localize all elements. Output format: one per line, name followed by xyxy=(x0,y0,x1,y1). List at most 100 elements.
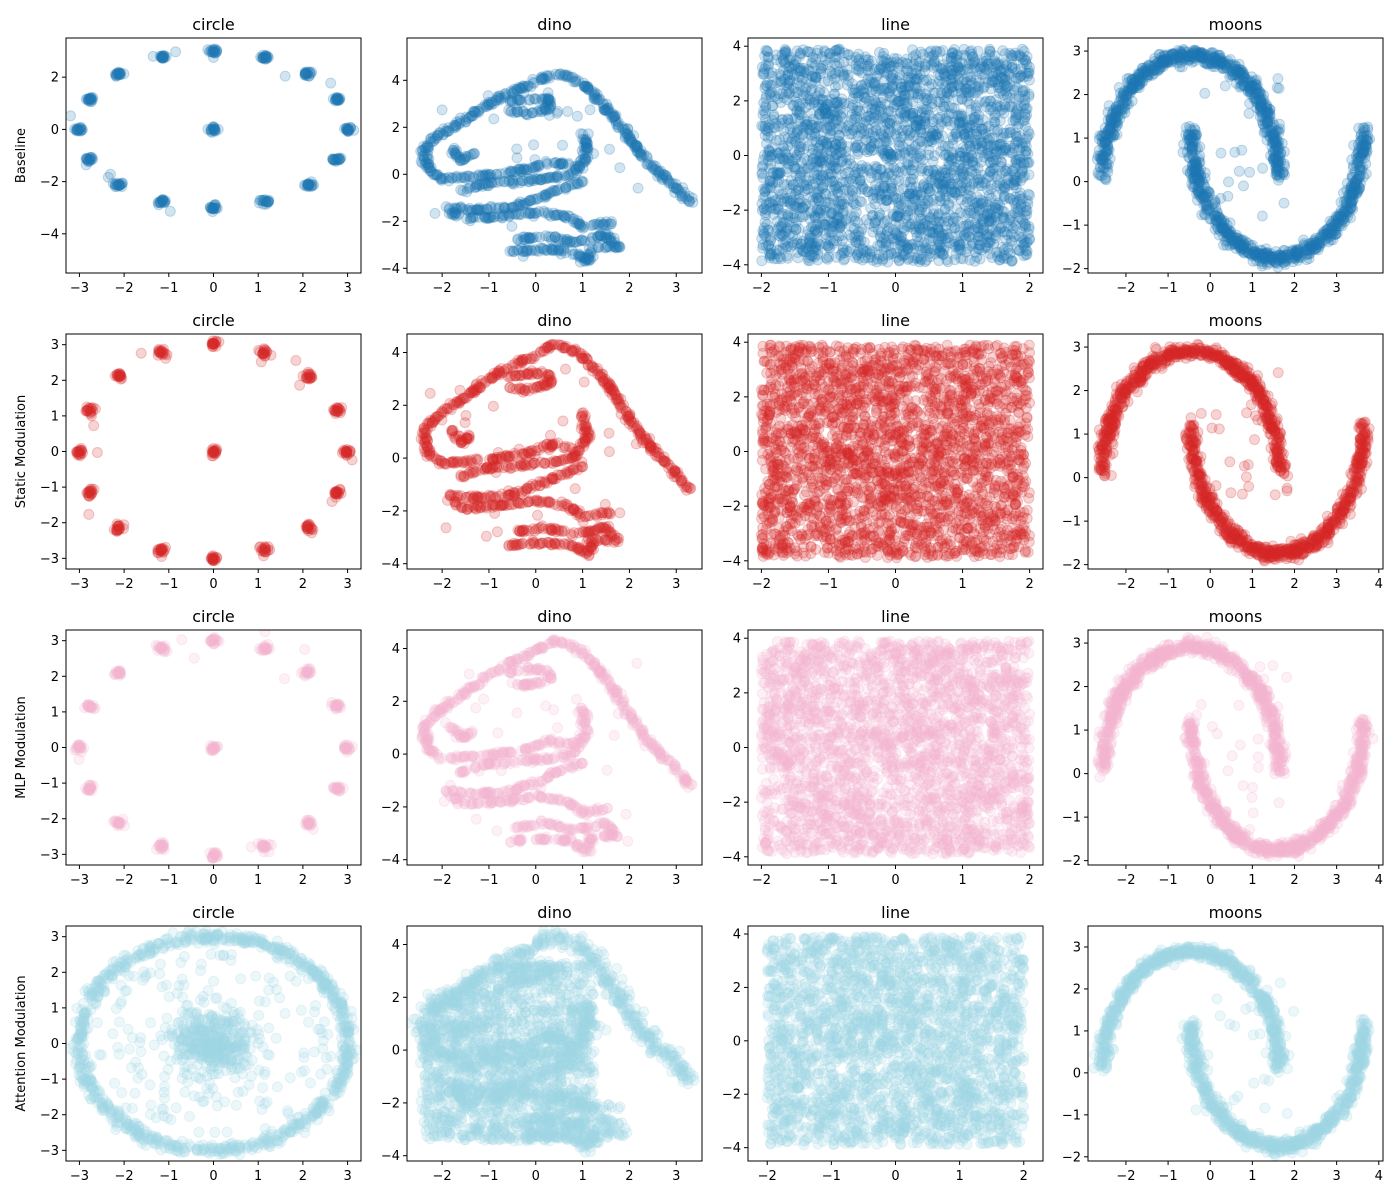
data-point xyxy=(563,180,574,192)
data-point xyxy=(650,160,662,172)
data-point xyxy=(208,203,220,215)
data-point xyxy=(581,142,593,154)
data-point xyxy=(515,94,527,106)
data-point xyxy=(422,149,433,161)
data-point xyxy=(605,235,617,247)
data-point xyxy=(513,94,525,106)
data-point xyxy=(928,125,940,137)
data-point xyxy=(1022,125,1034,137)
data-point xyxy=(570,163,582,175)
data-point xyxy=(447,145,459,156)
data-point xyxy=(838,98,850,109)
data-point xyxy=(526,173,537,185)
data-point xyxy=(584,254,596,266)
data-point xyxy=(491,168,503,180)
data-point xyxy=(638,149,650,161)
x-tick-label: −2 xyxy=(115,281,134,296)
data-point xyxy=(916,102,928,114)
data-point xyxy=(451,116,463,128)
data-point xyxy=(581,147,593,159)
data-point xyxy=(572,161,584,173)
data-point xyxy=(624,135,636,147)
data-point xyxy=(757,225,769,237)
data-point xyxy=(922,168,933,180)
data-point xyxy=(927,50,938,62)
data-point xyxy=(860,51,872,63)
data-point xyxy=(857,166,869,178)
data-point xyxy=(518,175,530,187)
data-point xyxy=(552,245,564,257)
data-point xyxy=(541,104,553,116)
data-point xyxy=(837,153,848,165)
data-point xyxy=(422,153,433,165)
data-point xyxy=(967,63,979,75)
data-point xyxy=(447,209,459,221)
data-point xyxy=(576,235,588,247)
data-point xyxy=(943,150,955,162)
data-point xyxy=(587,251,599,263)
data-point xyxy=(110,69,122,80)
data-point xyxy=(515,165,527,177)
y-tick-label: 0 xyxy=(733,149,741,164)
data-point xyxy=(115,178,127,190)
data-point xyxy=(458,172,470,184)
data-point xyxy=(474,179,486,191)
data-point xyxy=(331,94,343,106)
data-point xyxy=(518,199,530,211)
data-point xyxy=(474,205,486,216)
data-point xyxy=(540,173,552,185)
data-point xyxy=(513,81,525,93)
data-point xyxy=(329,154,341,166)
data-point xyxy=(552,233,564,245)
row-label-baseline: Baseline xyxy=(14,128,29,183)
data-point xyxy=(562,170,574,182)
data-point xyxy=(887,193,899,205)
data-point xyxy=(574,156,586,167)
data-point xyxy=(503,210,515,222)
data-point xyxy=(910,54,922,66)
data-point xyxy=(561,70,573,82)
data-point xyxy=(308,179,320,191)
data-point xyxy=(570,164,582,175)
data-point xyxy=(1122,85,1134,97)
data-point xyxy=(450,171,462,183)
data-point xyxy=(455,154,467,166)
data-point xyxy=(589,87,601,99)
data-point xyxy=(583,83,595,95)
data-point xyxy=(304,66,316,78)
data-point xyxy=(454,155,466,166)
data-point xyxy=(853,53,865,65)
data-point xyxy=(521,246,532,258)
data-point xyxy=(536,74,548,86)
data-point xyxy=(495,92,507,104)
data-point xyxy=(302,179,314,191)
data-point xyxy=(548,157,560,169)
data-point xyxy=(113,69,125,81)
data-point xyxy=(604,108,616,120)
data-point xyxy=(560,171,572,183)
data-point xyxy=(569,178,581,190)
data-point xyxy=(831,107,843,119)
data-point xyxy=(885,60,897,72)
data-point xyxy=(567,213,579,225)
data-point xyxy=(457,203,469,215)
data-point xyxy=(543,103,555,115)
data-point xyxy=(908,148,920,160)
data-point xyxy=(828,217,840,229)
data-point xyxy=(524,232,536,244)
data-point xyxy=(116,177,128,189)
data-point xyxy=(512,234,524,246)
data-point xyxy=(469,182,481,194)
data-point xyxy=(772,93,783,105)
data-point xyxy=(540,104,552,116)
data-point xyxy=(1004,123,1016,135)
data-point xyxy=(871,256,883,268)
data-point xyxy=(569,161,581,172)
data-point xyxy=(505,106,517,118)
data-point xyxy=(157,195,168,207)
data-point xyxy=(815,139,826,151)
data-point xyxy=(459,114,471,126)
data-point xyxy=(577,162,589,174)
data-point xyxy=(551,185,563,197)
